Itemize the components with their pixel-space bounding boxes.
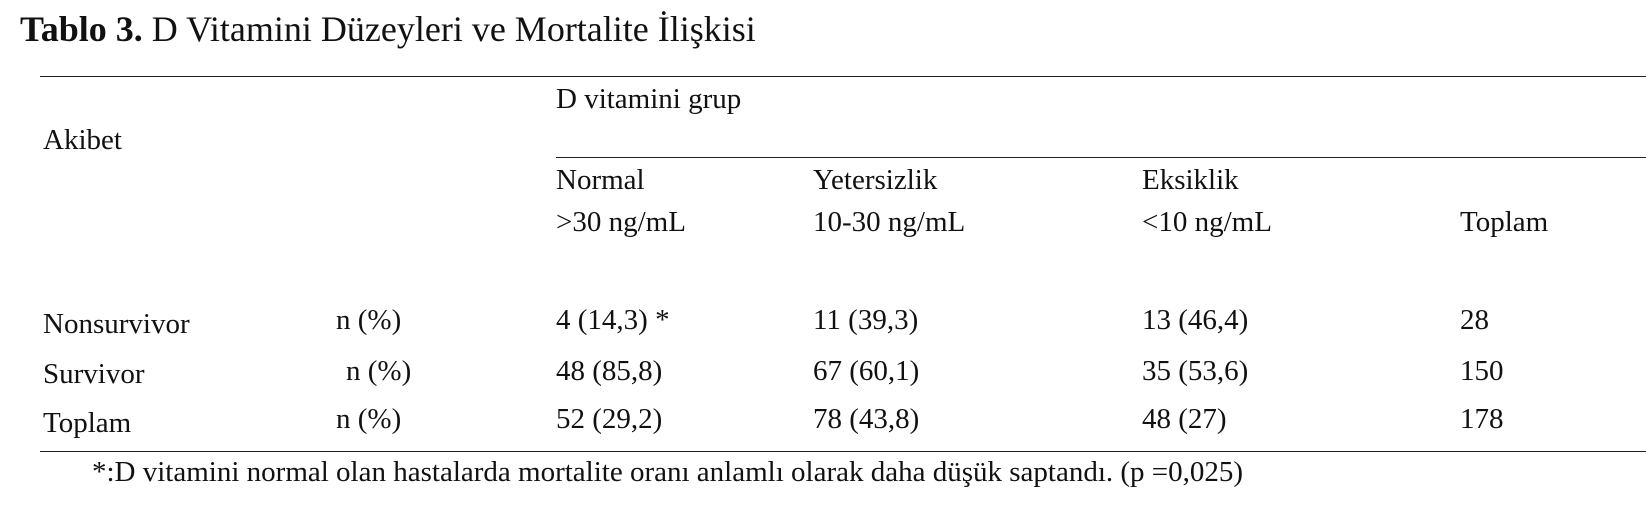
table-caption: D Vitamini Düzeyleri ve Mortalite İlişki… xyxy=(151,9,756,49)
table-cell: 48 (27) xyxy=(1142,403,1227,435)
row-label: Nonsurvivor xyxy=(43,308,190,340)
col-header-yetersizlik-range: 10-30 ng/mL xyxy=(813,206,966,238)
table-number: Tablo 3. xyxy=(20,9,143,49)
col-header-eksiklik-range: <10 ng/mL xyxy=(1142,206,1272,238)
table-cell: 78 (43,8) xyxy=(813,403,920,435)
row-unit: n (%) xyxy=(336,304,402,336)
table-cell: 150 xyxy=(1460,355,1504,387)
group-header: D vitamini grup xyxy=(556,83,742,115)
col-header-normal-range: >30 ng/mL xyxy=(556,206,686,238)
table-cell: 52 (29,2) xyxy=(556,403,663,435)
col-header-toplam: Toplam xyxy=(1460,206,1549,238)
row-header-akibet: Akibet xyxy=(43,124,122,156)
row-unit: n (%) xyxy=(346,355,412,387)
group-rule xyxy=(556,157,1646,158)
table-title: Tablo 3. D Vitamini Düzeyleri ve Mortali… xyxy=(20,8,756,50)
top-rule xyxy=(40,76,1646,77)
row-unit: n (%) xyxy=(336,403,402,435)
bottom-rule xyxy=(40,451,1646,452)
table-cell: 48 (85,8) xyxy=(556,355,663,387)
row-label: Survivor xyxy=(43,358,145,390)
table-cell: 11 (39,3) xyxy=(813,304,919,336)
table-cell: 4 (14,3) * xyxy=(556,304,670,336)
table-cell: 28 xyxy=(1460,304,1489,336)
row-label: Toplam xyxy=(43,407,132,439)
col-header-normal-name: Normal xyxy=(556,164,645,196)
table-cell: 13 (46,4) xyxy=(1142,304,1249,336)
table-cell: 178 xyxy=(1460,403,1504,435)
table-cell: 67 (60,1) xyxy=(813,355,920,387)
table-cell: 35 (53,6) xyxy=(1142,355,1249,387)
col-header-eksiklik-name: Eksiklik xyxy=(1142,164,1239,196)
col-header-yetersizlik-name: Yetersizlik xyxy=(813,164,938,196)
table-footnote: *:D vitamini normal olan hastalarda mort… xyxy=(92,456,1244,488)
